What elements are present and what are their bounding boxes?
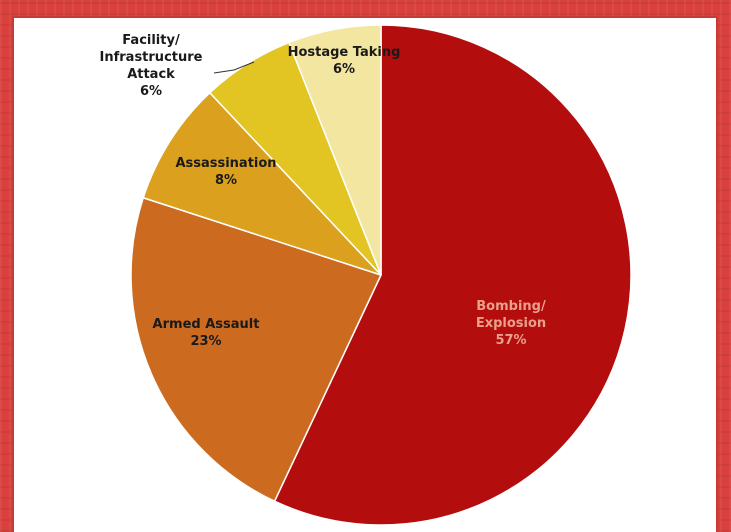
slice-percent-bombing-explosion: 57% bbox=[495, 333, 526, 348]
slice-label-bombing-explosion: Bombing/Explosion 57% bbox=[476, 299, 546, 348]
slice-label-hostage-taking: Hostage Taking 6% bbox=[288, 45, 401, 77]
slice-label-armed-assault: Armed Assault 23% bbox=[153, 317, 260, 349]
slice-name-line: Explosion bbox=[476, 316, 546, 331]
pie-slice-assassination bbox=[142, 91, 382, 276]
leader-line bbox=[213, 61, 255, 74]
slice-name-line: Attack bbox=[127, 67, 175, 82]
slice-percent-facility-infrastructure-attack: 6% bbox=[140, 84, 162, 99]
slice-name-line: Hostage Taking bbox=[288, 45, 401, 60]
slice-name-line: Facility/ bbox=[122, 33, 180, 48]
slice-name-line: Bombing/ bbox=[476, 299, 546, 314]
slice-percent-hostage-taking: 6% bbox=[333, 62, 355, 77]
pie-slice-bombing-explosion bbox=[273, 24, 632, 526]
slice-label-assassination: Assassination 8% bbox=[175, 156, 276, 188]
slice-name-line: Armed Assault bbox=[153, 317, 260, 332]
pie-chart: Bombing/Explosion 57% Armed Assault 23% Assa… bbox=[100, 24, 632, 526]
chart-card: Bombing/Explosion 57% Armed Assault 23% Assa… bbox=[14, 18, 716, 532]
slice-percent-armed-assault: 23% bbox=[190, 334, 221, 349]
pie-slice-armed-assault bbox=[130, 196, 383, 503]
slice-name-line: Infrastructure bbox=[100, 50, 203, 65]
slice-name-line: Assassination bbox=[175, 156, 276, 171]
pie-slice-hostage-taking bbox=[287, 24, 382, 276]
slice-percent-assassination: 8% bbox=[215, 173, 237, 188]
slice-label-facility-infrastructure-attack: Facility/Infrastructure Attack 6% bbox=[100, 33, 203, 99]
